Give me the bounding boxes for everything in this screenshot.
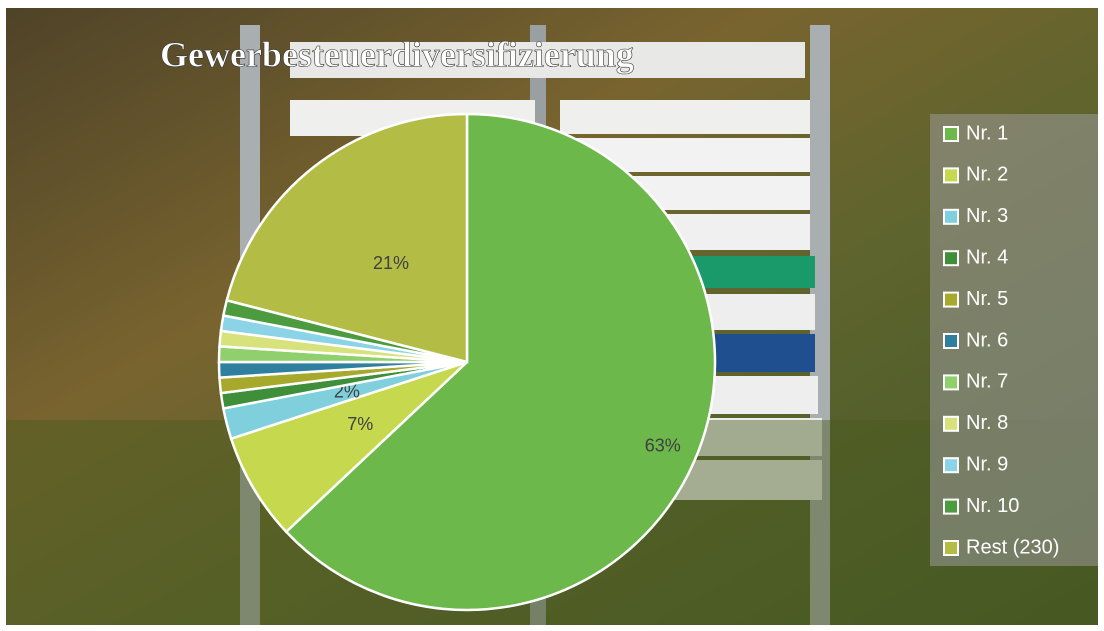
pie: 63%7%2%21% [217,112,717,612]
legend-label: Nr. 7 [966,371,1008,393]
legend-label: Nr. 2 [966,164,1008,186]
legend-label: Nr. 3 [966,205,1008,227]
legend-swatch [943,291,959,308]
legend-swatch [943,540,959,556]
legend-swatch [943,126,959,142]
legend-label: Nr. 6 [966,329,1008,351]
legend-label: Nr. 5 [966,288,1008,310]
legend-label: Nr. 1 [966,122,1008,144]
pie-slice [229,360,468,534]
legend-swatch [943,457,959,474]
legend-swatch [943,167,959,184]
legend-swatch [943,374,959,391]
chart-title: Gewerbesteuerdiversifizierung [160,34,634,74]
pie-slice [284,112,717,612]
legend-label: Rest (230) [966,536,1059,558]
data-label: 21% [373,253,409,273]
legend-swatch [943,250,959,267]
legend-label: Nr. 8 [966,412,1008,434]
legend-swatch [943,415,959,432]
legend-label: Nr. 10 [966,495,1019,517]
data-label: 63% [645,435,681,455]
legend-label: Nr. 4 [966,246,1008,268]
legend-swatch [943,498,959,515]
legend: Nr. 1 Nr. 2 Nr. 3 Nr. 4 Nr. 5 Nr. 6 Nr. 7 Nr. 8… [943,122,1059,558]
pie-slice [225,112,469,364]
legend-swatch [943,333,959,349]
legend-swatch [943,208,959,225]
data-label: 7% [347,414,373,434]
legend-label: Nr. 9 [966,453,1008,475]
